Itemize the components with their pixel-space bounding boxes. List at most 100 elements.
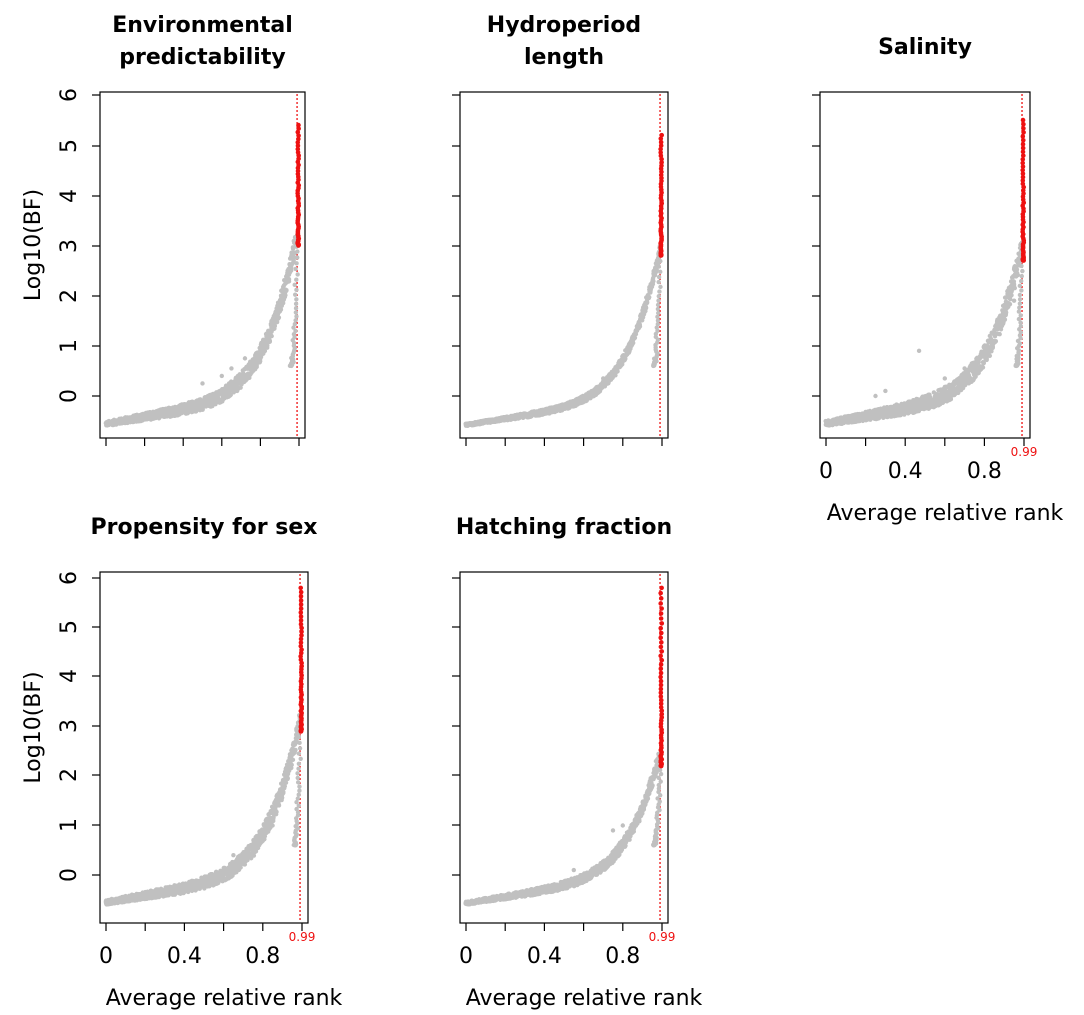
plot-frame — [99, 571, 309, 924]
point — [286, 279, 292, 284]
point — [288, 268, 294, 273]
point — [993, 338, 999, 344]
point — [297, 740, 302, 746]
significant-point — [1020, 141, 1026, 147]
point — [293, 747, 298, 753]
x-axis-label: Average relative rank — [106, 986, 343, 1011]
point — [297, 788, 302, 793]
point — [1019, 263, 1024, 269]
y-tick-label: 6 — [57, 571, 82, 585]
significant-point — [1020, 134, 1026, 139]
point — [1017, 297, 1023, 302]
point — [1017, 305, 1022, 310]
point — [656, 279, 661, 285]
point — [1007, 301, 1013, 307]
point — [1016, 309, 1022, 314]
point — [984, 357, 989, 363]
y-axis-label: Log10(BF) — [21, 671, 46, 783]
point — [290, 757, 296, 763]
point — [658, 284, 663, 290]
points — [103, 233, 301, 428]
significant-point — [1021, 121, 1026, 127]
y-tick-label: 0 — [57, 868, 82, 882]
outlier-point — [270, 823, 275, 828]
point — [298, 756, 303, 761]
point — [267, 339, 272, 344]
outlier-point — [200, 381, 205, 386]
x-tick-label: 0.8 — [605, 944, 640, 969]
plot-frame — [819, 91, 1031, 439]
point — [295, 272, 300, 277]
point — [274, 319, 280, 325]
point — [655, 318, 661, 323]
point — [285, 775, 290, 781]
point — [290, 246, 296, 251]
significant-point — [296, 126, 301, 131]
point — [295, 249, 300, 254]
point — [283, 293, 288, 298]
point — [656, 293, 662, 299]
significant-point — [1021, 126, 1026, 131]
significant-point — [295, 143, 301, 149]
y-tick-label: 2 — [57, 768, 82, 782]
point — [656, 264, 662, 269]
significant-point — [298, 585, 304, 591]
outlier-point — [219, 373, 224, 379]
point — [656, 310, 661, 316]
threshold-label: 0.99 — [649, 930, 676, 944]
points — [823, 240, 1025, 428]
point — [292, 282, 297, 288]
significant-point — [296, 136, 301, 142]
point — [292, 321, 298, 327]
outlier-point — [601, 376, 606, 381]
point — [294, 261, 299, 266]
point — [228, 392, 233, 398]
point — [279, 795, 285, 800]
outlier-point — [242, 356, 248, 361]
point — [632, 335, 638, 340]
point — [295, 771, 300, 776]
y-tick-label: 5 — [57, 139, 82, 153]
outlier-point — [962, 366, 967, 371]
point — [1009, 292, 1014, 298]
y-tick-label: 1 — [57, 339, 82, 353]
point — [262, 348, 268, 354]
point — [1015, 272, 1020, 278]
significant-point — [295, 129, 301, 135]
y-tick-label: 1 — [57, 818, 82, 832]
point — [295, 780, 301, 785]
outlier-point — [873, 393, 878, 399]
panel-title: Environmental — [112, 13, 293, 38]
point — [296, 751, 302, 756]
plot-frame — [459, 571, 669, 924]
point — [281, 789, 286, 795]
significant-point — [298, 614, 304, 619]
significant-point — [1021, 130, 1026, 135]
significant-point — [298, 589, 304, 595]
point — [294, 314, 299, 319]
y-tick-label: 3 — [57, 239, 82, 253]
significant-point — [298, 610, 304, 615]
point — [276, 802, 282, 807]
point — [293, 305, 299, 311]
point — [657, 289, 662, 294]
point — [655, 302, 661, 308]
significant-points — [298, 585, 305, 734]
y-tick-label: 3 — [57, 719, 82, 733]
plot-frame — [99, 91, 306, 439]
y-tick-label: 4 — [57, 669, 82, 683]
panel-title: Propensity for sex — [91, 515, 318, 540]
significant-point — [1020, 117, 1026, 123]
point — [296, 761, 302, 766]
x-tick-label: 0.4 — [888, 459, 923, 484]
significant-point — [1020, 138, 1026, 143]
x-axis-label: Average relative rank — [827, 501, 1064, 526]
y-tick-label: 0 — [57, 389, 82, 403]
x-tick-label: 0.4 — [167, 944, 202, 969]
x-axis-label: Average relative rank — [466, 986, 703, 1011]
point — [289, 762, 294, 768]
point — [293, 310, 299, 315]
point — [296, 735, 301, 740]
point — [185, 411, 190, 416]
point — [1019, 288, 1024, 293]
